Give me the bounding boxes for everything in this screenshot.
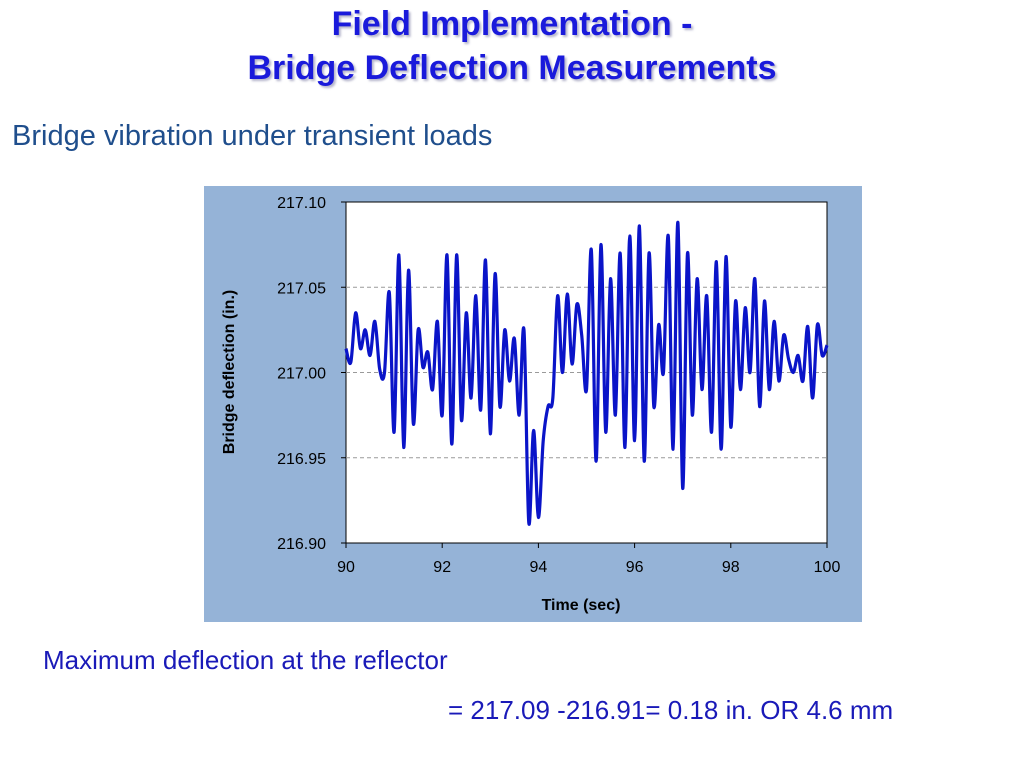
deflection-chart: 216.90 216.95 217.00 217.05 217.10 90 92 94 96 9… <box>204 186 862 622</box>
slide-subtitle: Bridge vibration under transient loads <box>12 120 493 152</box>
x-tick-label: 96 <box>626 559 644 576</box>
x-tick-label: 98 <box>722 559 740 576</box>
title-line-1: Field Implementation - <box>331 5 693 43</box>
x-axis-ticks: 90 92 94 96 98 100 <box>337 543 840 576</box>
y-tick-label: 217.00 <box>277 366 326 383</box>
deflection-series-line <box>344 220 829 526</box>
max-deflection-label: Maximum deflection at the reflector <box>43 645 448 675</box>
y-axis-ticks: 216.90 216.95 217.00 217.05 217.10 <box>277 195 346 553</box>
y-tick-label: 217.10 <box>277 195 326 212</box>
y-tick-label: 216.90 <box>277 536 326 553</box>
y-tick-label: 217.05 <box>277 280 326 297</box>
y-axis-title: Bridge deflection (in.) <box>221 290 238 454</box>
title-line-2: Bridge Deflection Measurements <box>247 49 777 87</box>
x-tick-label: 100 <box>814 559 841 576</box>
x-axis-title: Time (sec) <box>542 597 621 614</box>
x-tick-label: 92 <box>433 559 451 576</box>
slide-title: Field Implementation - Bridge Deflection… <box>0 2 1024 90</box>
y-tick-label: 216.95 <box>277 451 326 468</box>
max-deflection-value: = 217.09 -216.91= 0.18 in. OR 4.6 mm <box>448 695 894 725</box>
series <box>344 220 829 526</box>
x-tick-label: 90 <box>337 559 355 576</box>
x-tick-label: 94 <box>530 559 548 576</box>
